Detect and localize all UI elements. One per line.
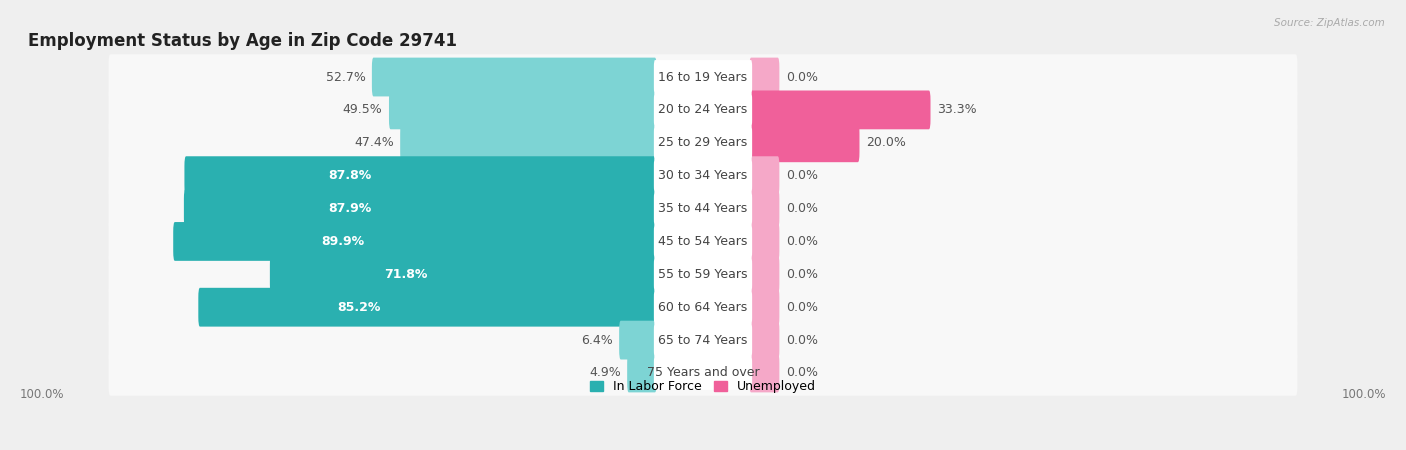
Text: 35 to 44 Years: 35 to 44 Years	[658, 202, 748, 215]
FancyBboxPatch shape	[198, 288, 657, 327]
FancyBboxPatch shape	[749, 222, 779, 261]
Text: 30 to 34 Years: 30 to 34 Years	[658, 169, 748, 182]
FancyBboxPatch shape	[108, 350, 1298, 396]
FancyBboxPatch shape	[108, 120, 1298, 166]
FancyBboxPatch shape	[749, 156, 779, 195]
Text: 55 to 59 Years: 55 to 59 Years	[658, 268, 748, 281]
Text: 89.9%: 89.9%	[322, 235, 364, 248]
Text: 100.0%: 100.0%	[1343, 388, 1386, 401]
Text: 0.0%: 0.0%	[786, 71, 818, 84]
Text: 45 to 54 Years: 45 to 54 Years	[658, 235, 748, 248]
FancyBboxPatch shape	[184, 156, 657, 195]
FancyBboxPatch shape	[108, 284, 1298, 330]
Legend: In Labor Force, Unemployed: In Labor Force, Unemployed	[591, 380, 815, 393]
Text: 4.9%: 4.9%	[589, 366, 621, 379]
Text: 0.0%: 0.0%	[786, 333, 818, 346]
FancyBboxPatch shape	[749, 58, 779, 96]
FancyBboxPatch shape	[173, 222, 657, 261]
Text: Source: ZipAtlas.com: Source: ZipAtlas.com	[1274, 18, 1385, 28]
FancyBboxPatch shape	[749, 354, 779, 392]
FancyBboxPatch shape	[749, 90, 931, 129]
FancyBboxPatch shape	[654, 192, 752, 225]
FancyBboxPatch shape	[627, 354, 657, 392]
FancyBboxPatch shape	[654, 323, 752, 357]
Text: 16 to 19 Years: 16 to 19 Years	[658, 71, 748, 84]
Text: 49.5%: 49.5%	[343, 104, 382, 117]
Text: 20 to 24 Years: 20 to 24 Years	[658, 104, 748, 117]
FancyBboxPatch shape	[654, 225, 752, 258]
Text: 25 to 29 Years: 25 to 29 Years	[658, 136, 748, 149]
Text: 52.7%: 52.7%	[326, 71, 366, 84]
FancyBboxPatch shape	[270, 255, 657, 294]
Text: 47.4%: 47.4%	[354, 136, 394, 149]
Text: 0.0%: 0.0%	[786, 268, 818, 281]
Text: 75 Years and over: 75 Years and over	[647, 366, 759, 379]
FancyBboxPatch shape	[654, 159, 752, 193]
FancyBboxPatch shape	[108, 153, 1298, 198]
FancyBboxPatch shape	[654, 60, 752, 94]
FancyBboxPatch shape	[654, 290, 752, 324]
FancyBboxPatch shape	[749, 189, 779, 228]
Text: 0.0%: 0.0%	[786, 301, 818, 314]
FancyBboxPatch shape	[619, 321, 657, 360]
FancyBboxPatch shape	[654, 356, 752, 390]
FancyBboxPatch shape	[371, 58, 657, 96]
FancyBboxPatch shape	[749, 321, 779, 360]
FancyBboxPatch shape	[389, 90, 657, 129]
Text: 87.8%: 87.8%	[329, 169, 371, 182]
Text: 20.0%: 20.0%	[866, 136, 905, 149]
FancyBboxPatch shape	[401, 123, 657, 162]
FancyBboxPatch shape	[108, 186, 1298, 231]
FancyBboxPatch shape	[108, 317, 1298, 363]
FancyBboxPatch shape	[654, 257, 752, 291]
Text: 87.9%: 87.9%	[328, 202, 371, 215]
FancyBboxPatch shape	[108, 54, 1298, 100]
FancyBboxPatch shape	[108, 252, 1298, 297]
Text: 0.0%: 0.0%	[786, 235, 818, 248]
FancyBboxPatch shape	[749, 123, 859, 162]
Text: 0.0%: 0.0%	[786, 366, 818, 379]
Text: 6.4%: 6.4%	[581, 333, 613, 346]
Text: 60 to 64 Years: 60 to 64 Years	[658, 301, 748, 314]
FancyBboxPatch shape	[654, 93, 752, 127]
Text: 0.0%: 0.0%	[786, 202, 818, 215]
FancyBboxPatch shape	[749, 288, 779, 327]
FancyBboxPatch shape	[108, 219, 1298, 264]
Text: 71.8%: 71.8%	[384, 268, 427, 281]
FancyBboxPatch shape	[184, 189, 657, 228]
Text: 85.2%: 85.2%	[337, 301, 381, 314]
Text: Employment Status by Age in Zip Code 29741: Employment Status by Age in Zip Code 297…	[28, 32, 457, 50]
FancyBboxPatch shape	[749, 255, 779, 294]
FancyBboxPatch shape	[654, 126, 752, 160]
Text: 65 to 74 Years: 65 to 74 Years	[658, 333, 748, 346]
Text: 0.0%: 0.0%	[786, 169, 818, 182]
Text: 100.0%: 100.0%	[20, 388, 63, 401]
FancyBboxPatch shape	[108, 87, 1298, 133]
Text: 33.3%: 33.3%	[936, 104, 977, 117]
